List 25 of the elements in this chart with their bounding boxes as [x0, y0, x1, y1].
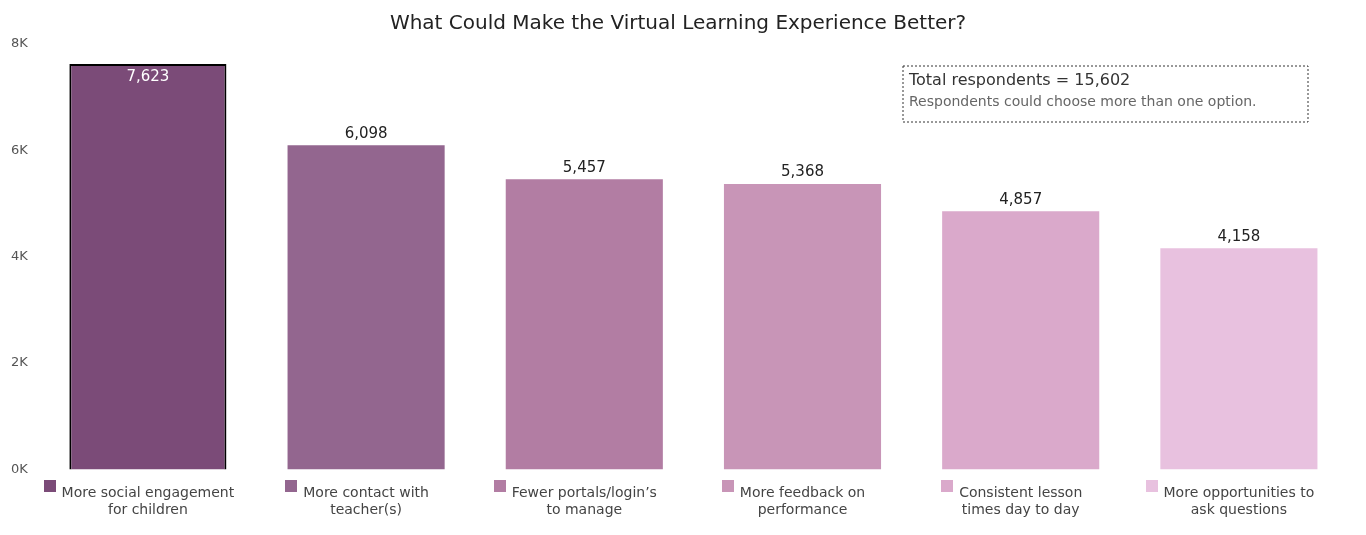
y-tick-label: 0K	[11, 460, 29, 476]
x-tick-label: More social engagement for children	[61, 484, 235, 518]
data-label: 7,623	[126, 67, 170, 86]
x-tick-label: Fewer portals/login’s to manage	[511, 484, 657, 518]
data-label: 5,368	[781, 162, 824, 181]
bar	[287, 145, 445, 470]
annotation: Respondents could choose more than one option.	[909, 92, 1257, 109]
data-label: 6,098	[344, 123, 388, 142]
data-label: 5,457	[562, 157, 606, 176]
x-tick-label: More feedback on performance	[739, 484, 866, 518]
annotation: Total respondents = 15,602	[908, 70, 1131, 90]
x-tick-label: More contact with teacher(s)	[303, 484, 429, 518]
y-tick-label: 2K	[11, 354, 29, 370]
bar	[1160, 248, 1318, 470]
y-tick-label: 4K	[11, 248, 29, 264]
x-tick-label: More opportunities to ask questions	[1163, 484, 1315, 518]
bar	[942, 211, 1100, 470]
y-tick-label: 8K	[11, 35, 29, 51]
x-tick-label: Consistent lesson times day to day	[959, 484, 1083, 518]
data-label: 4,857	[999, 189, 1043, 208]
bar	[505, 179, 663, 470]
chart-title: What Could Make the Virtual Learning Experience Better?	[389, 10, 967, 35]
bar	[723, 183, 882, 470]
data-label: 4,158	[1217, 226, 1261, 245]
y-tick-label: 6K	[11, 141, 29, 157]
